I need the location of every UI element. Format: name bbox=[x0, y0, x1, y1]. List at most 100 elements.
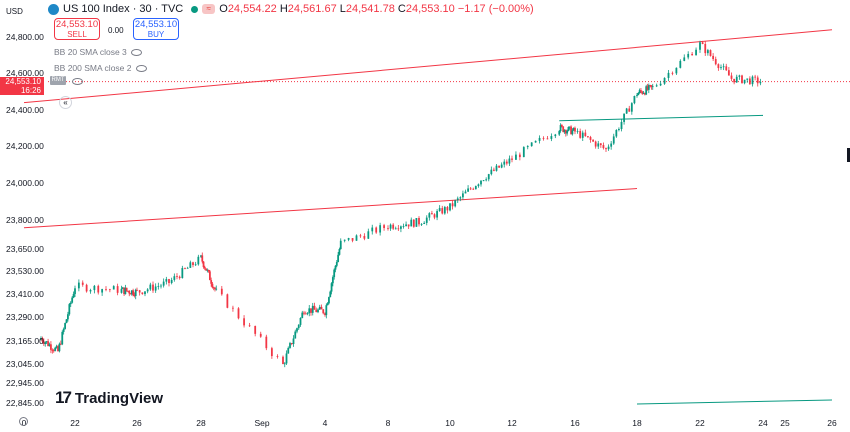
candle-body bbox=[394, 228, 397, 230]
candle-body bbox=[574, 127, 576, 132]
candle-body bbox=[181, 268, 184, 279]
candle-body bbox=[515, 154, 517, 160]
candle-body bbox=[618, 129, 620, 131]
indicator-bb-200[interactable]: BB 200 SMA close 2 bbox=[54, 63, 147, 73]
candle-body bbox=[518, 154, 521, 158]
indicator-bb-20[interactable]: BB 20 SMA close 3 bbox=[54, 47, 142, 57]
candle-body bbox=[318, 306, 321, 310]
price-axis[interactable]: 24,800.00 24,600.00 24,400.00 24,200.00 24,0… bbox=[6, 32, 44, 408]
collapse-legend-button[interactable]: « bbox=[59, 96, 72, 109]
candle-body bbox=[542, 137, 545, 139]
candle-body bbox=[722, 66, 725, 68]
candle-body bbox=[129, 293, 132, 295]
candle-body bbox=[704, 43, 707, 54]
candle-body bbox=[205, 268, 207, 271]
scroll-handle[interactable] bbox=[847, 148, 850, 162]
candle-body bbox=[436, 211, 438, 218]
candle-body bbox=[667, 72, 670, 78]
candle-body bbox=[270, 348, 273, 357]
candle-body bbox=[337, 254, 340, 263]
candle-body bbox=[276, 356, 279, 357]
candle-body bbox=[751, 76, 754, 85]
candle-body bbox=[351, 238, 354, 241]
candle-body bbox=[743, 79, 746, 84]
buy-button[interactable]: 24,553.10 BUY bbox=[133, 18, 179, 40]
candle-body bbox=[290, 343, 293, 345]
candle-body bbox=[738, 75, 741, 77]
x-tick-label: 24 bbox=[758, 418, 768, 428]
candle-body bbox=[157, 286, 160, 287]
candle-body bbox=[410, 219, 413, 227]
candle-body bbox=[243, 318, 245, 326]
candle-body bbox=[47, 341, 49, 347]
y-tick-label: 24,800.00 bbox=[6, 32, 44, 42]
sell-button[interactable]: 24,553.10 SELL bbox=[54, 18, 100, 40]
candle-body bbox=[589, 137, 592, 140]
x-tick-label: 26 bbox=[827, 418, 837, 428]
candle-body bbox=[52, 350, 55, 352]
candle-body bbox=[254, 326, 257, 334]
candle-body bbox=[687, 53, 690, 58]
candle-body bbox=[630, 103, 633, 112]
x-tick-label: 28 bbox=[196, 418, 206, 428]
candle-body bbox=[189, 262, 192, 268]
candle-body bbox=[683, 57, 686, 61]
candle-body bbox=[550, 136, 553, 139]
candle-body bbox=[643, 93, 646, 95]
spread-value: 0.00 bbox=[108, 26, 124, 35]
candle-body bbox=[418, 218, 420, 225]
candle-body bbox=[322, 309, 325, 314]
candle-body bbox=[402, 226, 405, 227]
gear-icon[interactable] bbox=[19, 417, 28, 426]
y-tick-label: 24,200.00 bbox=[6, 141, 44, 151]
candle-body bbox=[642, 93, 645, 94]
candle-body bbox=[462, 193, 464, 198]
sell-price: 24,553.10 bbox=[55, 19, 99, 30]
candle-body bbox=[438, 208, 441, 212]
candle-body bbox=[597, 143, 600, 147]
candle-body bbox=[412, 219, 415, 227]
trend-line bbox=[559, 114, 764, 122]
candle-body bbox=[487, 174, 490, 180]
candle-body bbox=[304, 313, 307, 315]
y-tick-label: 23,165.00 bbox=[6, 336, 44, 346]
candle-body bbox=[317, 309, 319, 313]
candle-body bbox=[165, 279, 168, 282]
x-tick-label: 4 bbox=[323, 418, 328, 428]
candle-body bbox=[649, 85, 652, 86]
candle-body bbox=[101, 289, 104, 293]
candle-body bbox=[355, 235, 358, 241]
candle-body bbox=[200, 255, 202, 257]
x-tick-label: 22 bbox=[70, 418, 80, 428]
y-tick-label: 24,000.00 bbox=[6, 178, 44, 188]
candle-body bbox=[558, 131, 561, 135]
candle-body bbox=[144, 291, 146, 295]
symbol-title[interactable]: US 100 Index · 30 · TVC bbox=[63, 3, 184, 15]
candle-body bbox=[149, 284, 152, 290]
candle-body bbox=[576, 130, 579, 132]
x-tick-label: 12 bbox=[507, 418, 517, 428]
candle-body bbox=[208, 271, 211, 281]
candle-body bbox=[44, 342, 47, 344]
candle-body bbox=[207, 269, 210, 272]
candle-body bbox=[730, 75, 733, 79]
candle-body bbox=[733, 78, 736, 83]
time-axis[interactable]: 0 22 26 28 Sep 4 8 10 12 16 18 22 24 25 26 bbox=[22, 418, 837, 428]
visibility-eye-icon[interactable] bbox=[130, 49, 142, 57]
candle-body bbox=[371, 227, 374, 232]
candles bbox=[40, 40, 762, 368]
candle-body bbox=[379, 225, 382, 233]
candle-body bbox=[325, 305, 328, 316]
candle-body bbox=[71, 297, 74, 303]
candle-body bbox=[226, 294, 229, 308]
candle-body bbox=[93, 285, 96, 291]
candle-body bbox=[333, 269, 336, 278]
visibility-eye-icon[interactable] bbox=[135, 65, 147, 73]
candle-body bbox=[77, 282, 80, 289]
ohlc-readout: O24,554.22 H24,561.67 L24,541.78 C24,553… bbox=[219, 3, 534, 15]
candle-body bbox=[567, 127, 570, 131]
x-tick-label: 18 bbox=[632, 418, 642, 428]
candle-body bbox=[467, 188, 469, 192]
eye-icon[interactable] bbox=[72, 78, 83, 85]
